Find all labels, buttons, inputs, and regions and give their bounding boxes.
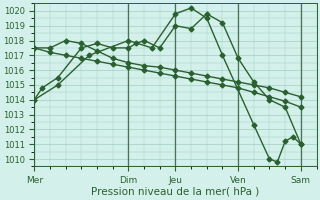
X-axis label: Pression niveau de la mer( hPa ): Pression niveau de la mer( hPa ) xyxy=(91,187,260,197)
